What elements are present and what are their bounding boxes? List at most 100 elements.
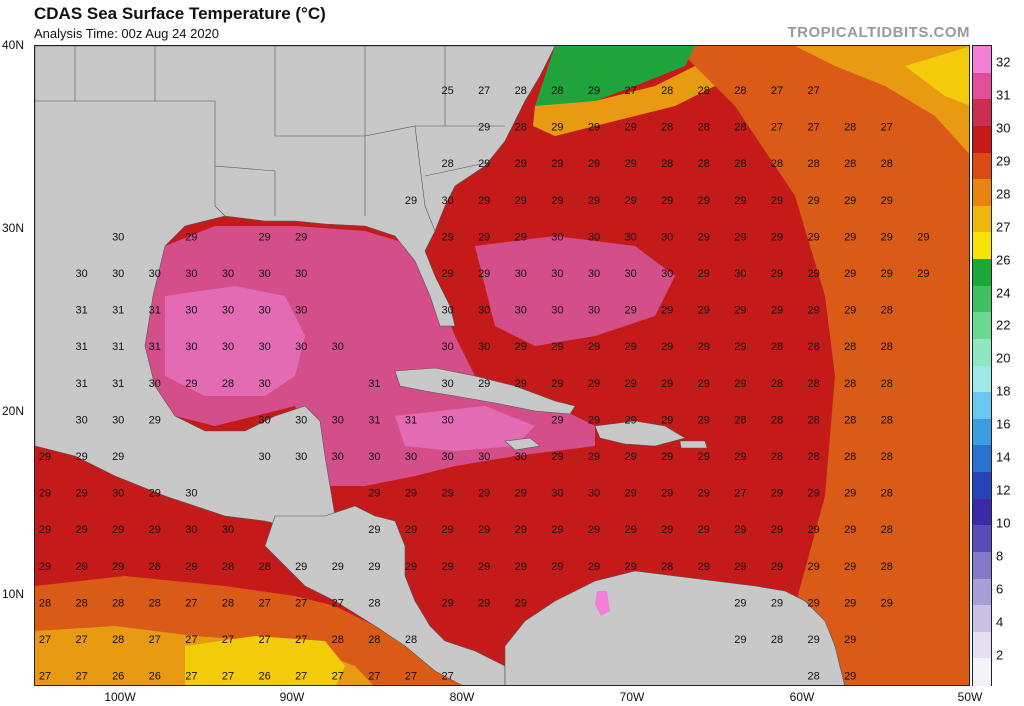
sst-value: 27 <box>807 122 819 134</box>
sst-value: 31 <box>405 414 417 426</box>
sst-value: 29 <box>588 158 600 170</box>
colorbar-cell <box>973 205 991 233</box>
sst-value: 31 <box>75 341 87 353</box>
sst-value: 29 <box>551 414 563 426</box>
colorbar-label: 14 <box>996 449 1011 465</box>
sst-value: 29 <box>39 488 51 500</box>
sst-value: 29 <box>624 158 636 170</box>
sst-value: 29 <box>405 195 417 207</box>
colorbar-cell <box>973 72 991 100</box>
sst-value: 28 <box>698 122 710 134</box>
sst-value: 29 <box>515 341 527 353</box>
sst-value: 29 <box>478 195 490 207</box>
sst-value: 30 <box>661 268 673 280</box>
sst-value: 29 <box>588 561 600 573</box>
sst-value: 30 <box>441 451 453 463</box>
sst-value: 30 <box>112 488 124 500</box>
colorbar-cell <box>973 631 991 659</box>
sst-value: 29 <box>734 634 746 646</box>
sst-value: 29 <box>515 378 527 390</box>
sst-value: 29 <box>588 378 600 390</box>
sst-value: 27 <box>405 671 417 683</box>
sst-value: 29 <box>478 561 490 573</box>
sst-value: 29 <box>881 597 893 609</box>
sst-value: 29 <box>844 524 856 536</box>
sst-value: 29 <box>75 561 87 573</box>
lon-label-50w: 50W <box>957 690 983 704</box>
sst-value: 29 <box>771 524 783 536</box>
sst-value: 28 <box>258 561 270 573</box>
sst-value: 30 <box>551 305 563 317</box>
sst-zone-31-caribbean <box>395 406 535 451</box>
sst-value: 29 <box>624 122 636 134</box>
sst-value: 29 <box>551 195 563 207</box>
sst-value: 29 <box>588 195 600 207</box>
sst-value: 28 <box>734 122 746 134</box>
sst-value: 29 <box>624 378 636 390</box>
sst-value: 29 <box>112 561 124 573</box>
sst-value: 29 <box>698 195 710 207</box>
sst-value: 29 <box>807 561 819 573</box>
sst-value: 27 <box>771 122 783 134</box>
sst-value: 29 <box>478 268 490 280</box>
sst-value: 29 <box>698 341 710 353</box>
sst-value: 29 <box>39 451 51 463</box>
sst-value: 29 <box>478 378 490 390</box>
sst-value: 29 <box>478 524 490 536</box>
sst-value: 30 <box>588 268 600 280</box>
sst-value: 28 <box>368 597 380 609</box>
sst-value: 30 <box>624 268 636 280</box>
sst-value: 29 <box>441 524 453 536</box>
sst-value: 28 <box>332 634 344 646</box>
sst-value: 29 <box>807 268 819 280</box>
sst-value: 29 <box>112 524 124 536</box>
sst-value: 30 <box>624 231 636 243</box>
sst-zone-27-coast <box>533 66 715 136</box>
sst-value: 29 <box>807 634 819 646</box>
sst-zone-28-east <box>675 46 969 685</box>
sst-value: 28 <box>515 85 527 97</box>
colorbar-cell <box>973 658 991 686</box>
sst-value: 29 <box>39 561 51 573</box>
credit-watermark: TROPICALTIDBITS.COM <box>787 24 970 41</box>
colorbar-label: 22 <box>996 317 1011 333</box>
sst-value: 28 <box>734 158 746 170</box>
sst-value: 28 <box>734 85 746 97</box>
sst-value: 31 <box>149 305 161 317</box>
sst-value: 27 <box>185 671 197 683</box>
sst-value: 29 <box>698 378 710 390</box>
colorbar-label: 6 <box>996 581 1004 597</box>
sst-value: 30 <box>588 305 600 317</box>
sst-value: 31 <box>75 305 87 317</box>
sst-value: 30 <box>295 414 307 426</box>
sst-value: 30 <box>295 341 307 353</box>
sst-value: 29 <box>624 341 636 353</box>
sst-value: 30 <box>185 341 197 353</box>
sst-value: 27 <box>295 671 307 683</box>
sst-value: 26 <box>112 671 124 683</box>
sst-value: 29 <box>478 597 490 609</box>
colorbar-label: 28 <box>996 186 1011 202</box>
sst-value: 29 <box>807 524 819 536</box>
sst-value: 31 <box>112 378 124 390</box>
sst-value: 30 <box>515 451 527 463</box>
sst-value: 30 <box>258 414 270 426</box>
sst-value: 29 <box>844 671 856 683</box>
colorbar-cell <box>973 312 991 340</box>
sst-value: 28 <box>698 158 710 170</box>
sst-value: 28 <box>112 634 124 646</box>
sst-value: 29 <box>807 488 819 500</box>
sst-value: 29 <box>734 341 746 353</box>
sst-value: 29 <box>844 268 856 280</box>
sst-value: 28 <box>807 671 819 683</box>
sst-value: 29 <box>551 378 563 390</box>
sst-zone-30-bahamas <box>475 236 675 346</box>
sst-map: 25 27 28 28 29 27 28 28 28 27 27 29 28 29 29 29 28 28 28 27… <box>34 45 970 686</box>
sst-value: 28 <box>661 122 673 134</box>
sst-value: 29 <box>551 122 563 134</box>
sst-value: 30 <box>441 195 453 207</box>
sst-value: 28 <box>149 561 161 573</box>
sst-value: 27 <box>624 85 636 97</box>
sst-value: 30 <box>112 231 124 243</box>
colorbar-cell <box>973 418 991 446</box>
